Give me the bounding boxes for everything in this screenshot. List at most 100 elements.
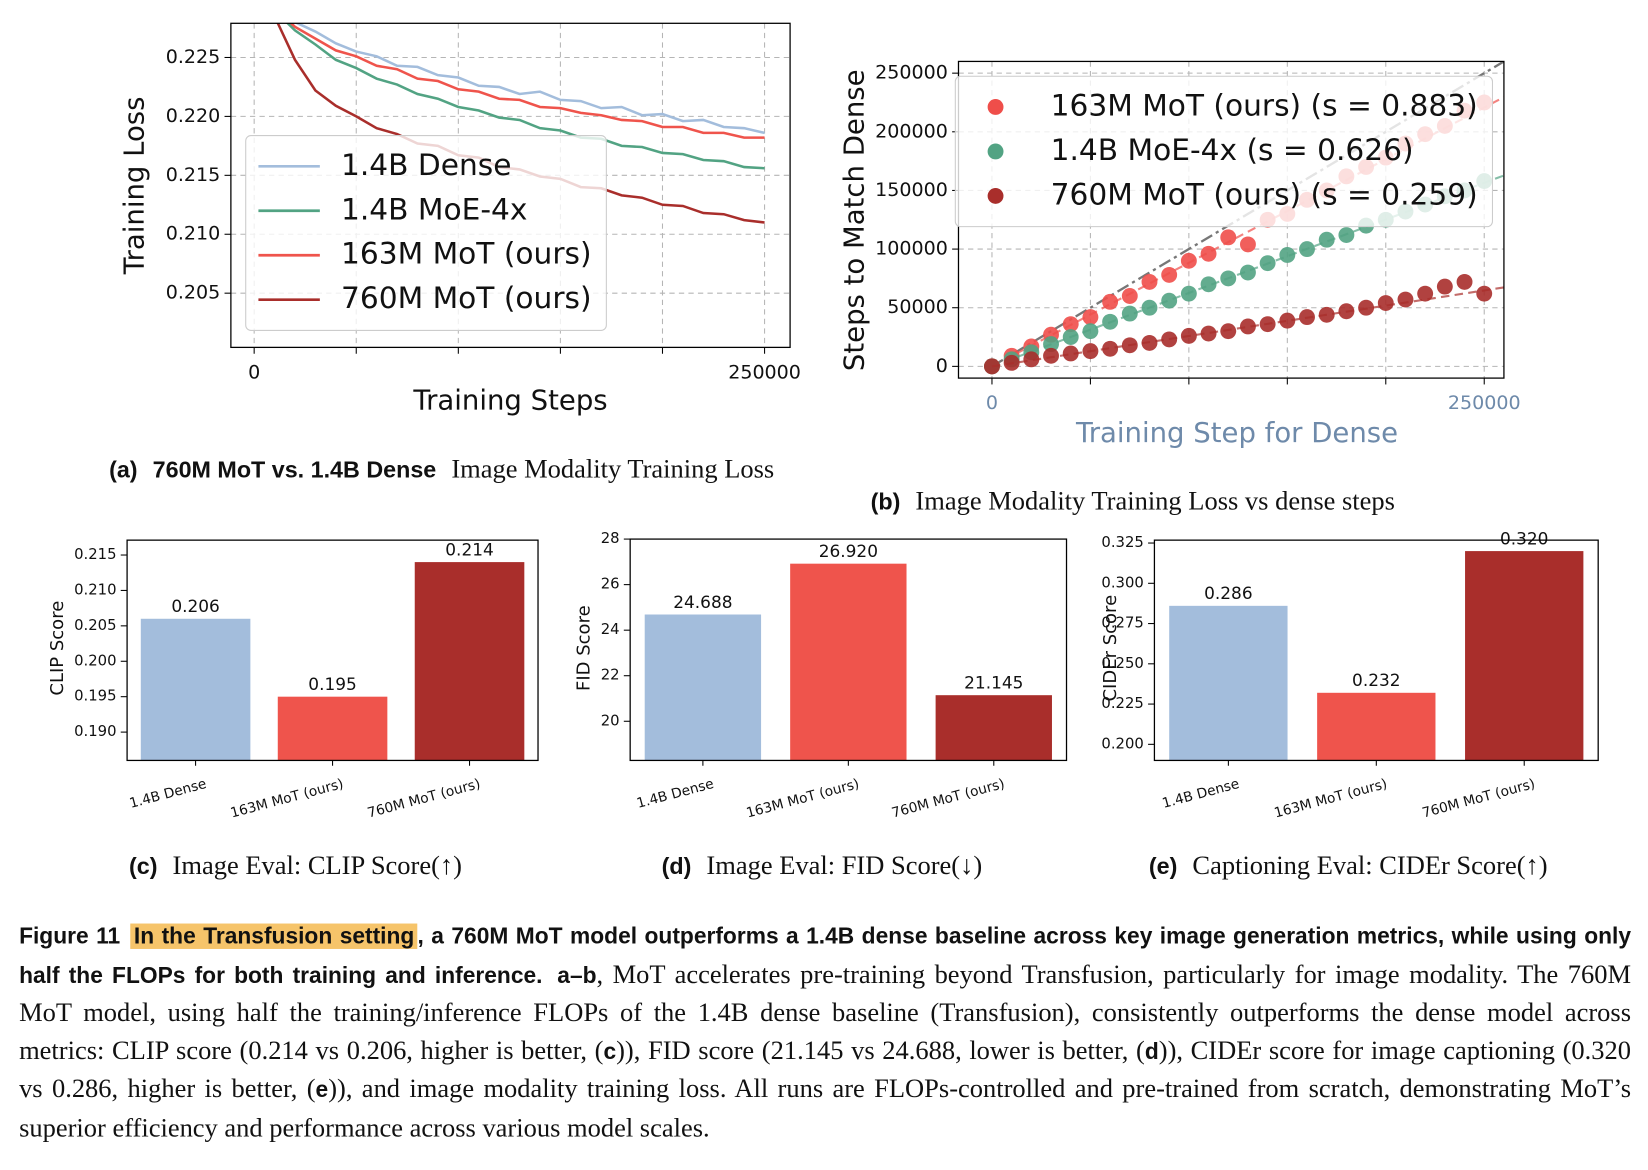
scatter-point <box>1318 231 1335 248</box>
scatter-point <box>1023 351 1040 368</box>
caption-run: c <box>603 1038 617 1064</box>
legend: 1.4B Dense 1.4B MoE-4x 163M MoT (ours) 760M… <box>245 135 607 331</box>
scatter-point <box>1200 325 1217 342</box>
scatter-point <box>1200 245 1217 262</box>
legend-marker <box>987 187 1004 204</box>
caption-run: d <box>1144 1038 1159 1064</box>
charts: 0.205 0.210 0.215 0.220 0.225 0 250000 Training… <box>47 22 1599 822</box>
subcaption: (b) Image Modality Training Loss vs dens… <box>871 486 1549 518</box>
series-line <box>294 23 765 135</box>
value-label: 26.920 <box>819 541 878 561</box>
subcaption: (c) Image Eval: CLIP Score(↑) <box>31 850 561 882</box>
scatter-point <box>1279 247 1296 263</box>
y-tick-label: 200000 <box>875 120 948 142</box>
series-line <box>289 23 765 139</box>
x-axis-label: Training Steps <box>412 384 607 416</box>
plot-frame <box>230 22 791 349</box>
scatter-point <box>1417 285 1434 302</box>
value-label: 0.320 <box>1500 528 1549 548</box>
value-label: 0.286 <box>1204 583 1253 603</box>
scatter-point <box>984 358 1000 375</box>
subcaption: (d) Image Eval: FID Score(↓) <box>557 850 1087 882</box>
y-axis-label: FID Score <box>574 605 595 691</box>
bar <box>1169 605 1288 761</box>
y-tick-label: 0.210 <box>74 581 116 598</box>
x-tick-label: 1.4B Dense <box>635 776 716 812</box>
y-tick-label: 0.300 <box>1101 574 1143 591</box>
bar <box>644 614 762 761</box>
scatter-point <box>1043 347 1059 364</box>
scatter-point <box>1436 278 1453 295</box>
value-label: 21.145 <box>964 673 1023 693</box>
subcaption-text: Captioning Eval: CIDEr Score(↑) <box>1192 851 1548 881</box>
y-tick-label: 0.210 <box>166 223 221 245</box>
subcaption-text: Image Eval: FID Score(↓) <box>706 851 983 881</box>
y-tick-label: 22 <box>601 667 620 684</box>
value-label: 0.195 <box>308 674 357 694</box>
subcaption: (a) 760M MoT vs. 1.4B Dense Image Modali… <box>109 454 821 486</box>
value-label: 24.688 <box>673 592 732 612</box>
y-tick-label: 24 <box>601 621 620 638</box>
value-label: 0.206 <box>171 596 220 616</box>
y-tick-label: 0.195 <box>74 688 116 705</box>
x-tick-label: 163M MoT (ours) <box>229 776 345 822</box>
y-tick-label: 0.215 <box>74 546 116 563</box>
y-tick-label: 20 <box>601 712 620 729</box>
subcaption-label: (e) <box>1148 852 1178 880</box>
x-tick-label: 0 <box>986 392 998 414</box>
scatter-point <box>1082 323 1099 340</box>
scatter-point <box>1161 266 1178 283</box>
y-tick-label: 26 <box>601 576 620 593</box>
bar <box>140 618 251 761</box>
scatter-point <box>1062 345 1079 362</box>
y-tick-label: 100000 <box>875 238 948 260</box>
y-tick-label: 0.215 <box>166 164 221 186</box>
subcaption-text: Image Eval: CLIP Score(↑) <box>172 851 462 881</box>
caption-run: e <box>315 1077 329 1103</box>
x-axis-label: Training Step for Dense <box>1075 417 1398 449</box>
legend-label: 1.4B MoE-4x <box>341 191 527 226</box>
caption-run: In the Transfusion setting <box>130 923 418 949</box>
y-tick-label: 0.220 <box>166 105 221 127</box>
y-tick-label: 0.190 <box>74 723 116 740</box>
x-tick-label: 760M MoT (ours) <box>366 776 482 822</box>
figure-caption: Figure 11 In the Transfusion setting, a 7… <box>19 917 1631 1147</box>
y-tick-label: 0.205 <box>166 282 221 304</box>
legend-marker <box>987 143 1004 160</box>
x-tick-label: 1.4B Dense <box>128 776 209 812</box>
subcaption-bold: 760M MoT vs. 1.4B Dense <box>152 456 437 483</box>
scatter-point <box>1180 252 1197 269</box>
scatter-point <box>1121 288 1138 304</box>
subcaption-text: Image Modality Training Loss <box>451 455 775 485</box>
figure-label: Figure 11 <box>19 923 121 949</box>
caption-run: )), FID score (21.145 vs 24.688, lower i… <box>616 1036 1145 1065</box>
fit-line <box>991 286 1504 368</box>
y-tick-label: 50000 <box>887 296 948 318</box>
legend-box <box>245 135 607 331</box>
value-label: 0.232 <box>1352 670 1401 690</box>
y-tick-label: 0.200 <box>1101 735 1143 752</box>
y-axis-label: Training Loss <box>119 97 151 276</box>
scatter-point <box>1220 229 1237 246</box>
bar <box>790 563 907 761</box>
y-tick-label: 0.250 <box>1101 655 1143 672</box>
scatter-point <box>1200 276 1217 293</box>
series-line <box>285 23 765 170</box>
scatter-point <box>1220 323 1237 340</box>
y-axis-label: CLIP Score <box>47 601 68 696</box>
y-tick-label: 250000 <box>875 62 948 84</box>
y-tick-label: 28 <box>601 530 620 547</box>
legend: 163M MoT (ours) (s = 0.883) 1.4B MoE-4x (… <box>954 75 1493 228</box>
subcaption-label: (d) <box>661 852 692 880</box>
x-tick-label: 760M MoT (ours) <box>890 776 1006 822</box>
legend-label: 1.4B MoE-4x (s = 0.626) <box>1051 132 1414 167</box>
scatter-point <box>1102 340 1119 357</box>
bar <box>1465 551 1584 761</box>
scatter-point <box>1239 318 1256 335</box>
x-tick-label: 250000 <box>728 361 801 383</box>
plot-frame <box>126 539 539 762</box>
caption-run: , MoT accelerates pre-training beyond Tr… <box>19 960 1632 1065</box>
scatter-point <box>1239 236 1256 253</box>
legend-label: 760M MoT (ours) <box>341 280 591 315</box>
x-tick-label: 760M MoT (ours) <box>1420 776 1536 822</box>
